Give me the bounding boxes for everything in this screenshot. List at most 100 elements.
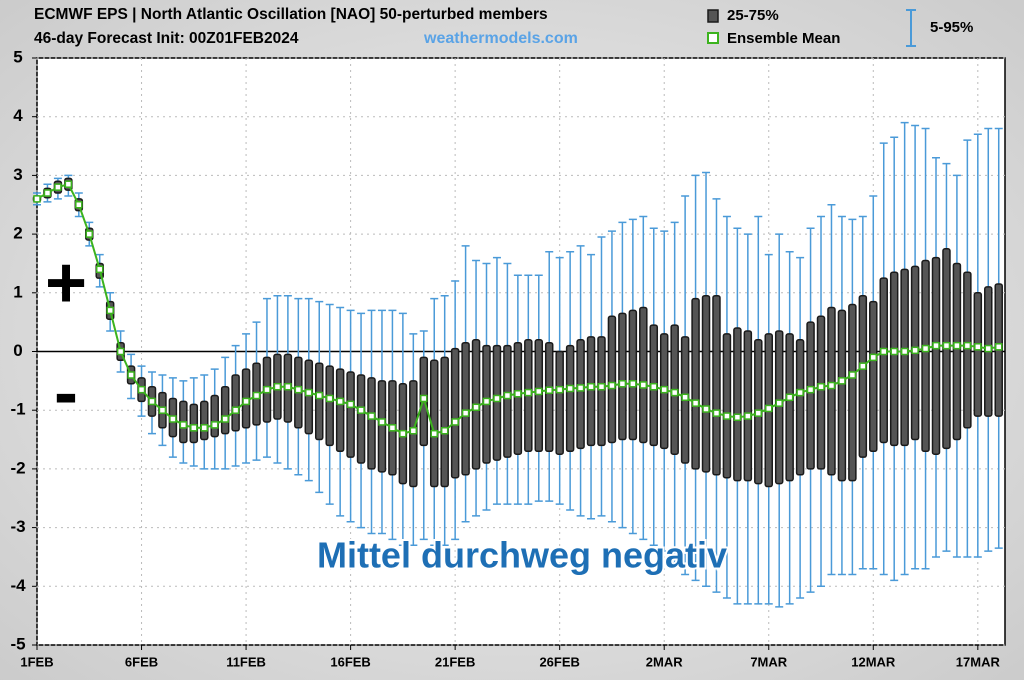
iqr-box xyxy=(356,374,366,464)
x-tick-label: 12MAR xyxy=(851,654,896,669)
marks xyxy=(32,121,1003,608)
mean-marker xyxy=(325,394,334,403)
mean-marker xyxy=(535,387,543,396)
mean-marker xyxy=(890,347,898,356)
iqr-box xyxy=(607,315,617,444)
mean-marker xyxy=(681,393,689,402)
iqr-box xyxy=(597,336,606,447)
iqr-box xyxy=(858,294,868,458)
iqr-box xyxy=(450,347,460,479)
iqr-box xyxy=(712,294,721,476)
y-tick-label: -2 xyxy=(10,458,25,477)
mean-marker xyxy=(702,405,710,413)
mean-marker xyxy=(169,415,177,423)
iqr-box xyxy=(816,315,826,470)
iqr-box xyxy=(628,309,638,441)
mean-marker xyxy=(723,412,731,420)
mean-marker xyxy=(252,391,261,400)
mean-marker xyxy=(650,382,658,391)
mean-marker xyxy=(587,382,595,391)
iqr-box xyxy=(555,350,564,455)
y-tick-label: -5 xyxy=(10,634,25,653)
mean-marker xyxy=(148,397,156,406)
iqr-box xyxy=(806,321,815,470)
y-tick-label: -1 xyxy=(10,400,25,419)
mean-marker xyxy=(305,388,313,397)
y-tick-label: 0 xyxy=(13,341,22,360)
mean-marker xyxy=(932,341,940,350)
iqr-box xyxy=(210,394,219,438)
iqr-box xyxy=(774,330,784,485)
mean-marker xyxy=(514,390,522,398)
mean-marker xyxy=(200,424,209,432)
iqr-box xyxy=(513,341,523,455)
x-tick-label: 6FEB xyxy=(125,654,158,669)
mean-marker xyxy=(357,406,365,414)
iqr-box xyxy=(733,327,742,482)
mean-marker xyxy=(263,385,271,394)
iqr-box xyxy=(346,371,355,458)
iqr-box xyxy=(722,333,732,479)
mean-marker xyxy=(273,382,282,391)
y-tick-label: 1 xyxy=(13,282,22,301)
mean-marker xyxy=(984,344,993,353)
iqr-box xyxy=(963,271,972,429)
mean-marker xyxy=(618,380,627,388)
mean-marker xyxy=(190,424,198,432)
iqr-box xyxy=(795,339,805,476)
mean-marker xyxy=(378,418,386,426)
iqr-box xyxy=(618,312,627,441)
mean-marker xyxy=(451,418,459,426)
iqr-box xyxy=(544,341,554,453)
mean-marker xyxy=(116,347,125,356)
plus-sign: + xyxy=(45,243,87,323)
mean-marker xyxy=(440,426,449,435)
chart-title: ECMWF EPS | North Atlantic Oscillation [… xyxy=(34,6,548,23)
legend-swatch xyxy=(707,9,719,23)
mean-marker xyxy=(827,381,836,390)
mean-marker xyxy=(54,183,62,191)
y-tick-label: 5 xyxy=(13,47,22,66)
iqr-box xyxy=(503,344,512,458)
mean-marker xyxy=(75,201,83,209)
y-tick-label: -4 xyxy=(10,576,26,595)
mean-marker xyxy=(921,344,930,353)
source: weathermodels.com xyxy=(423,30,578,47)
mean-marker xyxy=(33,195,41,203)
mean-marker xyxy=(733,413,742,421)
mean-marker xyxy=(817,382,825,391)
mean-marker xyxy=(242,397,250,406)
x-tick-label: 17MAR xyxy=(956,654,1001,669)
legend-swatch xyxy=(707,32,719,44)
iqr-box xyxy=(492,344,502,461)
annotation: Mittel durchweg negativ xyxy=(317,535,727,576)
mean-marker xyxy=(399,429,407,438)
mean-marker xyxy=(691,399,700,407)
mean-marker xyxy=(315,391,323,400)
iqr-box xyxy=(952,262,962,441)
minus-sign: - xyxy=(54,353,78,433)
mean-marker xyxy=(137,385,146,394)
mean-marker xyxy=(744,412,752,420)
mean-marker xyxy=(127,371,135,379)
mean-marker xyxy=(879,347,888,356)
legend-label: Ensemble Mean xyxy=(727,30,840,47)
mean-marker xyxy=(764,404,773,413)
mean-marker xyxy=(430,429,438,438)
mean-marker xyxy=(503,391,512,400)
iqr-box xyxy=(377,380,387,473)
mean-marker xyxy=(524,388,533,397)
y-tick-label: 2 xyxy=(13,224,22,243)
iqr-box xyxy=(200,400,209,441)
mean-marker xyxy=(43,189,52,197)
y-tick-label: -3 xyxy=(10,517,25,536)
iqr-box xyxy=(565,344,575,453)
mean-marker xyxy=(576,384,585,392)
mean-marker xyxy=(806,385,815,394)
mean-marker xyxy=(942,341,951,350)
iqr-box xyxy=(827,306,836,476)
mean-marker xyxy=(85,230,94,238)
iqr-box xyxy=(785,333,794,482)
iqr-box xyxy=(586,336,596,447)
